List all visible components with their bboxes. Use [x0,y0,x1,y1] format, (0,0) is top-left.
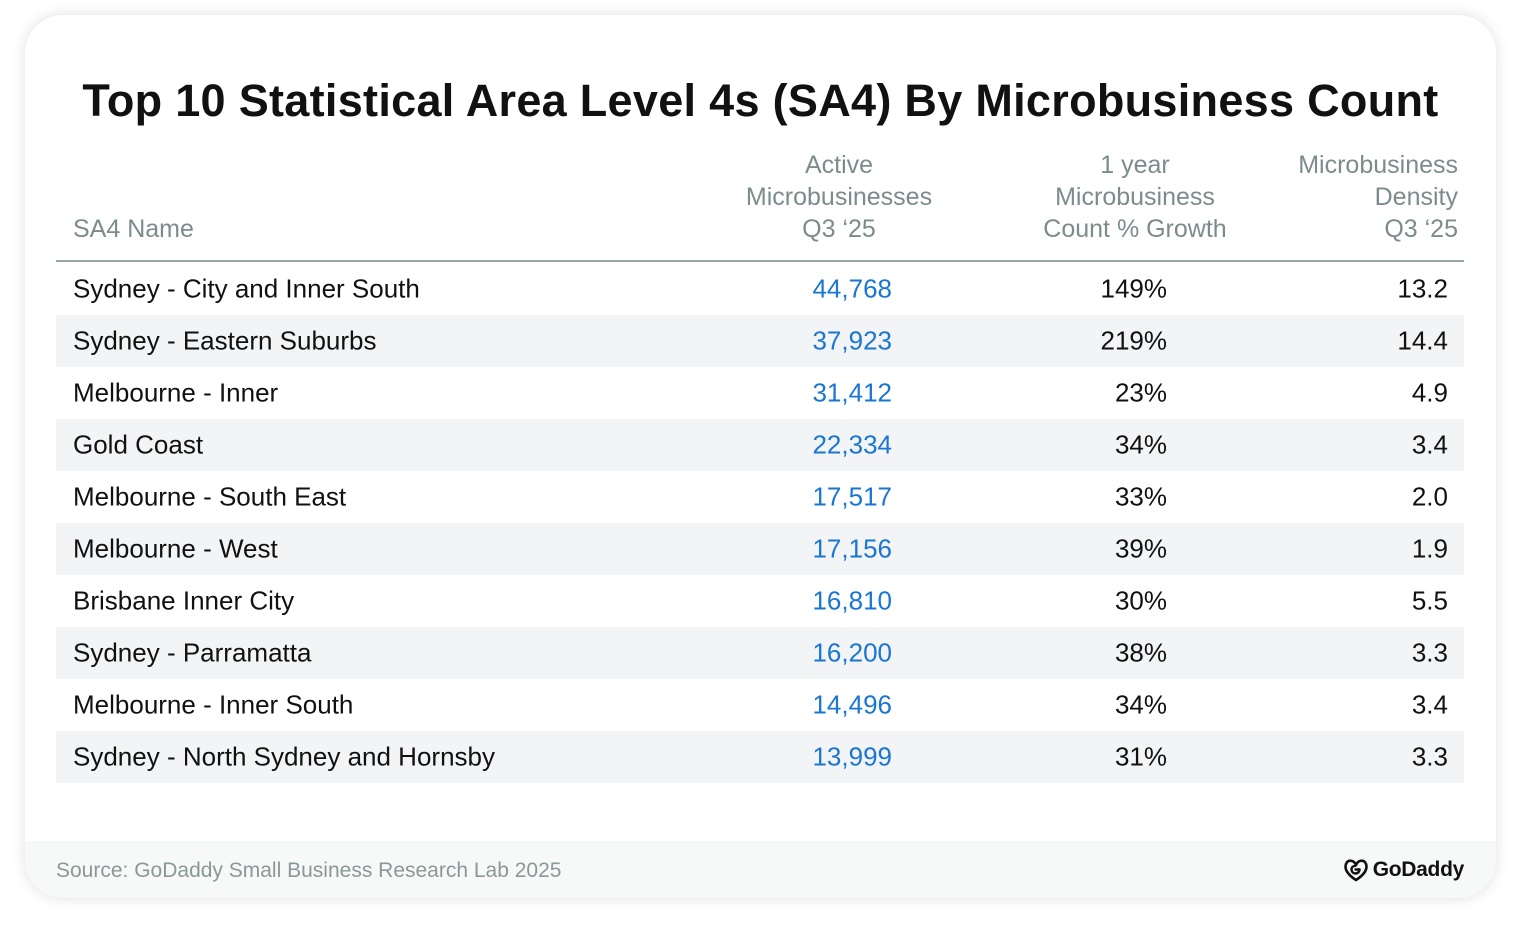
table-row: Sydney - North Sydney and Hornsby 13,999 3… [56,731,1464,783]
cell-density: 13.2 [1397,273,1448,304]
cell-sa4-name: Melbourne - Inner [73,377,279,408]
cell-active-microbusinesses: 16,200 [812,637,892,668]
cell-active-microbusinesses: 17,517 [812,481,892,512]
cell-active-microbusinesses: 14,496 [812,689,892,720]
header-line: Q3 ‘25 [802,215,876,243]
cell-density: 3.3 [1411,741,1448,772]
header-line: Q3 ‘25 [1384,215,1458,243]
table-row: Brisbane Inner City 16,810 30% 5.5 [56,575,1464,627]
cell-density: 14.4 [1397,325,1448,356]
header-line: Active [804,151,874,179]
cell-growth: 149% [1100,273,1168,304]
cell-growth: 33% [1114,481,1167,512]
cell-active-microbusinesses: 44,768 [812,273,892,304]
table-body: Sydney - City and Inner South 44,768 149% 1… [56,263,1464,783]
godaddy-logo-icon [1343,859,1368,882]
table-row: Melbourne - South East 17,517 33% 2.0 [56,471,1464,523]
table-row: Melbourne - Inner 31,412 23% 4.9 [56,367,1464,419]
cell-active-microbusinesses: 31,412 [812,377,892,408]
cell-active-microbusinesses: 17,156 [812,533,892,564]
cell-sa4-name: Sydney - City and Inner South [73,273,420,304]
source-note: Source: GoDaddy Small Business Research … [56,859,562,882]
header-line: 1 year [1100,151,1170,179]
cell-growth: 23% [1114,377,1167,408]
cell-density: 3.3 [1411,637,1448,668]
header-divider [56,260,1464,262]
cell-density: 3.4 [1411,429,1448,460]
table-row: Sydney - Eastern Suburbs 37,923 219% 14.4 [56,315,1464,367]
logo-text: GoDaddy [1372,858,1465,881]
header-line: Count % Growth [1043,215,1227,243]
cell-growth: 219% [1100,325,1168,356]
header-line: Microbusinesses [745,183,933,211]
cell-growth: 39% [1114,533,1167,564]
cell-sa4-name: Sydney - Parramatta [73,637,312,668]
header-line: Density [1374,183,1458,211]
footer: Source: GoDaddy Small Business Research … [25,841,1496,898]
header-line: Microbusiness [1055,183,1215,211]
cell-density: 3.4 [1411,689,1448,720]
cell-density: 2.0 [1411,481,1448,512]
cell-sa4-name: Sydney - Eastern Suburbs [73,325,377,356]
cell-density: 1.9 [1411,533,1448,564]
cell-density: 4.9 [1411,377,1448,408]
column-header-growth: 1 year Microbusiness Count % Growth [1015,149,1255,245]
cell-active-microbusinesses: 22,334 [812,429,892,460]
cell-growth: 38% [1114,637,1167,668]
table-row: Sydney - Parramatta 16,200 38% 3.3 [56,627,1464,679]
cell-sa4-name: Sydney - North Sydney and Hornsby [73,741,495,772]
cell-sa4-name: Brisbane Inner City [73,585,295,616]
cell-sa4-name: Melbourne - West [73,533,278,564]
cell-growth: 30% [1114,585,1167,616]
table-row: Gold Coast 22,334 34% 3.4 [56,419,1464,471]
cell-growth: 34% [1114,429,1167,460]
table-row: Melbourne - West 17,156 39% 1.9 [56,523,1464,575]
chart-title: Top 10 Statistical Area Level 4s (SA4) B… [82,75,1439,126]
cell-sa4-name: Melbourne - Inner South [73,689,354,720]
column-header-sa4-name: SA4 Name [73,215,194,243]
cell-growth: 31% [1114,741,1167,772]
chart-card: Top 10 Statistical Area Level 4s (SA4) B… [25,15,1496,898]
cell-sa4-name: Melbourne - South East [73,481,347,512]
column-header-active-microbusinesses: Active Microbusinesses Q3 ‘25 [725,149,953,245]
godaddy-logo: GoDaddy [1343,856,1464,884]
table-row: Sydney - City and Inner South 44,768 149% 1… [56,263,1464,315]
cell-density: 5.5 [1411,585,1448,616]
cell-active-microbusinesses: 16,810 [812,585,892,616]
cell-growth: 34% [1114,689,1167,720]
table-row: Melbourne - Inner South 14,496 34% 3.4 [56,679,1464,731]
header-line: Microbusiness [1298,151,1458,179]
cell-sa4-name: Gold Coast [73,429,204,460]
cell-active-microbusinesses: 13,999 [812,741,892,772]
cell-active-microbusinesses: 37,923 [812,325,892,356]
column-header-density: Microbusiness Density Q3 ‘25 [1215,149,1458,245]
